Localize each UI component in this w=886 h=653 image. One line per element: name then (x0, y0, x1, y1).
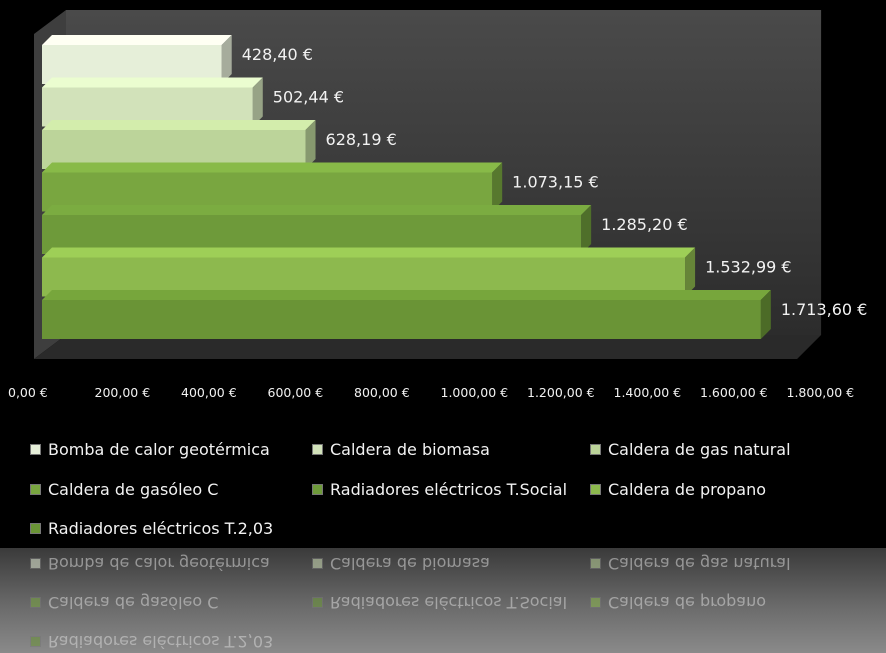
bar-top (42, 35, 232, 45)
bar (42, 120, 316, 169)
bar (42, 35, 232, 84)
bar-side (581, 205, 592, 254)
legend-swatch-icon (312, 558, 323, 569)
x-tick-label: 1.800,00 € (787, 385, 855, 400)
legend-reflection-label: Radiadores eléctricos T.2,03 (48, 632, 274, 651)
legend-reflection-label: Caldera de gas natural (608, 554, 791, 573)
bar (42, 247, 696, 297)
x-tick-label: 800,00 € (354, 385, 410, 400)
bar-top (42, 162, 503, 173)
legend-swatch-icon (312, 597, 323, 608)
legend-reflection-item: Caldera de gas natural (590, 554, 791, 573)
bar-top (42, 77, 263, 88)
data-label: 628,19 € (326, 130, 397, 149)
legend-reflection-item: Radiadores eléctricos T.2,03 (30, 632, 273, 651)
x-tick-label: 1.200,00 € (527, 385, 595, 400)
legend-reflection-item: Caldera de biomasa (312, 554, 490, 573)
bar (42, 162, 503, 212)
x-tick-label: 600,00 € (268, 385, 324, 400)
bar-top (42, 290, 771, 300)
data-label: 1.285,20 € (601, 215, 688, 234)
legend-reflection-label: Radiadores eléctricos T.Social (330, 593, 568, 612)
legend-swatch-icon (30, 597, 41, 608)
legend-reflection-label: Caldera de biomasa (330, 554, 490, 573)
bar-side (685, 247, 696, 297)
legend-swatch-icon (590, 597, 601, 608)
bar-side (492, 162, 503, 212)
legend-reflection-item: Caldera de propano (590, 593, 766, 612)
legend-reflection-label: Caldera de gasóleo C (48, 593, 219, 612)
legend-swatch-icon (590, 558, 601, 569)
legend-reflection-label: Caldera de propano (608, 593, 767, 612)
bar (42, 205, 592, 254)
bar-side (252, 77, 263, 127)
legend-swatch-icon (30, 558, 41, 569)
legend-reflection-item: Radiadores eléctricos T.Social (312, 593, 567, 612)
x-tick-label: 1.400,00 € (614, 385, 682, 400)
legend-reflection-item: Bomba de calor geotérmica (30, 554, 270, 573)
bar-chart: 428,40 € 502,44 € 628,19 € 1.073,15 € 1.285,… (8, 10, 868, 400)
data-label: 1.713,60 € (781, 300, 868, 319)
bar-top (42, 120, 316, 130)
data-label: 1.073,15 € (512, 173, 599, 192)
bar-side (305, 120, 316, 169)
x-tick-label: 1.000,00 € (441, 385, 509, 400)
legend-swatch-icon (30, 636, 41, 647)
x-tick-label: 1.600,00 € (700, 385, 768, 400)
bar-top (42, 205, 592, 215)
bar-side (760, 290, 771, 339)
bar-top (42, 247, 696, 258)
legend-reflection-item: Caldera de gasóleo C (30, 593, 218, 612)
bar (42, 290, 771, 339)
bar-front (42, 300, 761, 339)
x-tick-label: 400,00 € (181, 385, 237, 400)
data-label: 428,40 € (242, 45, 313, 64)
bar (42, 77, 263, 127)
x-tick-label: 0,00 € (8, 385, 48, 400)
x-tick-label: 200,00 € (95, 385, 151, 400)
legend-reflection: Bomba de calor geotérmica Caldera de biom… (0, 548, 886, 653)
legend-reflection-label: Bomba de calor geotérmica (48, 554, 270, 573)
data-label: 1.532,99 € (705, 258, 792, 277)
plot-floor (34, 335, 822, 359)
bar-side (221, 35, 232, 84)
data-label: 502,44 € (273, 88, 344, 107)
